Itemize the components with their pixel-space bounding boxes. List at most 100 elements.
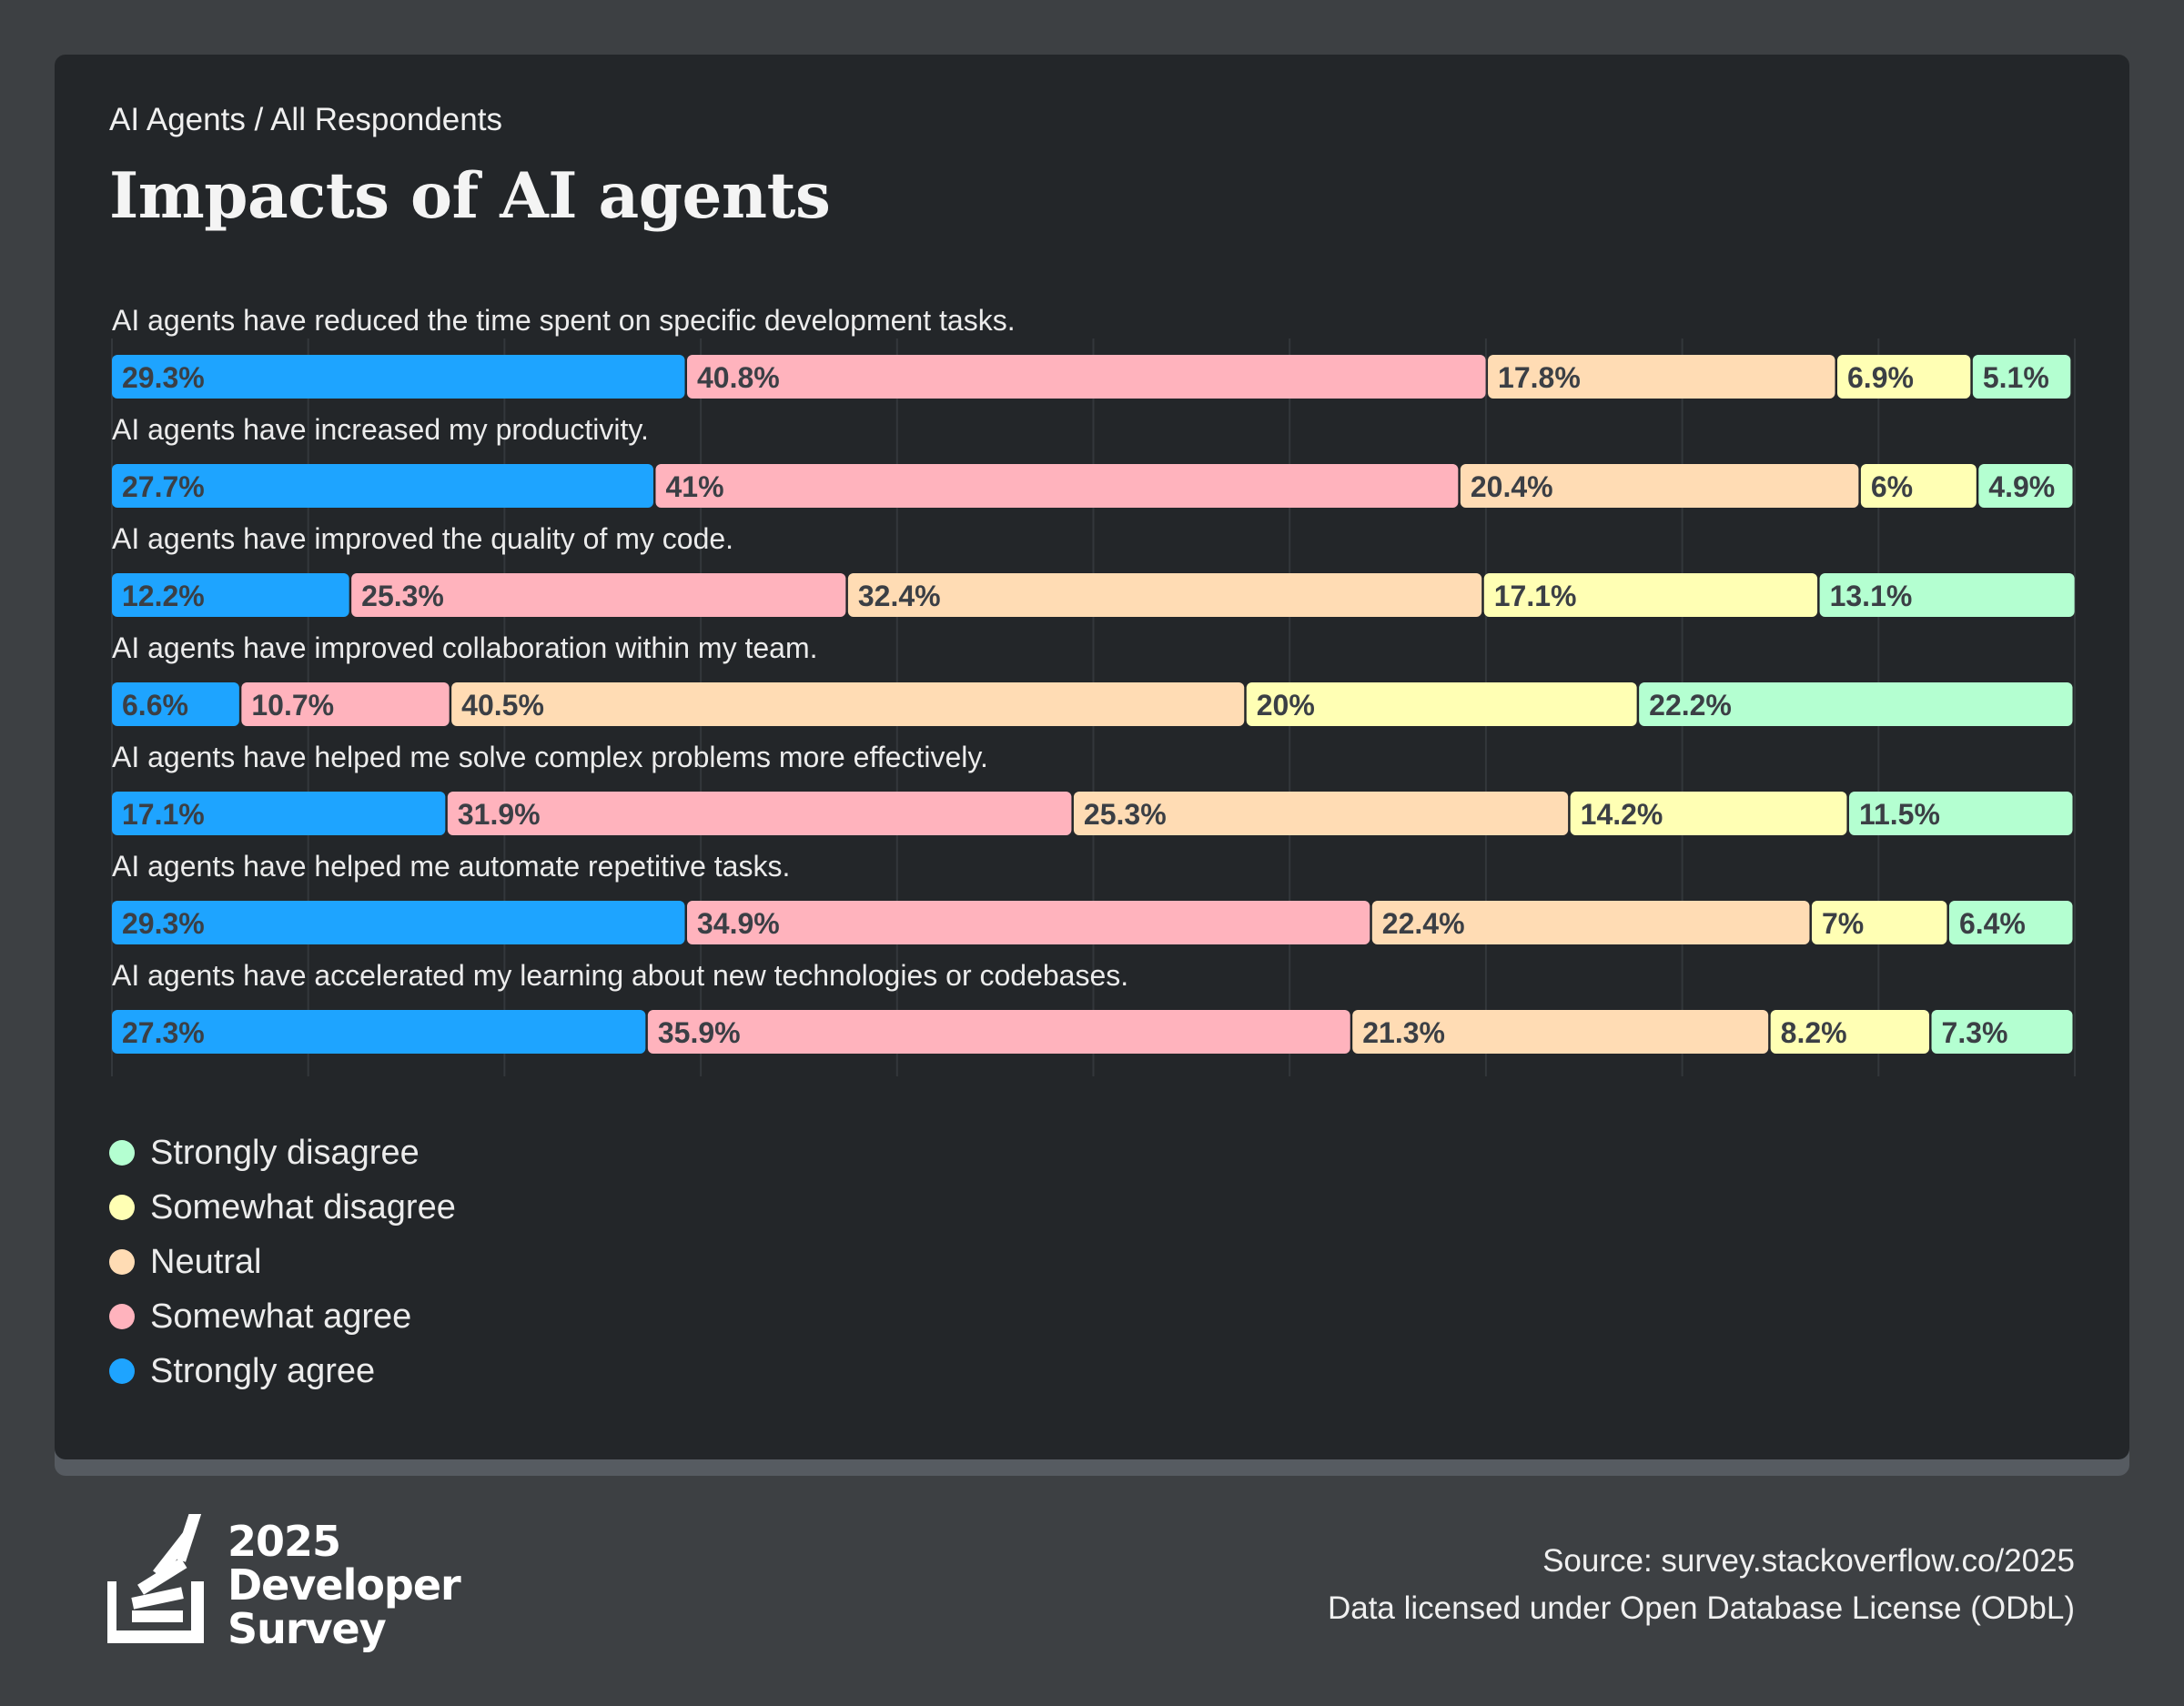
- bar-segment: [687, 901, 1370, 944]
- legend-label: Strongly agree: [150, 1351, 376, 1390]
- legend-label: Strongly disagree: [150, 1133, 420, 1172]
- developer-survey-logo: 2025 Developer Survey: [107, 1514, 461, 1650]
- data-label: 4.9%: [1988, 470, 2055, 503]
- data-label: 21.3%: [1362, 1016, 1445, 1049]
- bar-segment: [687, 355, 1486, 399]
- data-label: 31.9%: [458, 798, 541, 831]
- data-label: 22.4%: [1382, 907, 1465, 940]
- legend-item-somewhat-agree: Somewhat agree: [109, 1289, 456, 1344]
- source-block: Source: survey.stackoverflow.co/2025 Dat…: [1328, 1538, 2075, 1632]
- bar-segment: [1073, 792, 1569, 835]
- data-label: 13.1%: [1830, 580, 1913, 612]
- legend-item-somewhat-disagree: Somewhat disagree: [109, 1180, 456, 1235]
- legend-swatch: [109, 1249, 135, 1275]
- bar-segment: [112, 682, 239, 726]
- data-label: 32.4%: [858, 580, 941, 612]
- data-label: 17.1%: [1494, 580, 1577, 612]
- bar-segment: [1770, 1010, 1930, 1054]
- data-label: 20%: [1257, 689, 1315, 722]
- data-label: 27.3%: [122, 1016, 205, 1049]
- legend-swatch: [109, 1358, 135, 1384]
- row-label: AI agents have accelerated my learning a…: [112, 959, 1128, 992]
- bar-segment: [847, 573, 1482, 617]
- data-label: 5.1%: [1983, 361, 2049, 394]
- data-label: 25.3%: [1084, 798, 1167, 831]
- bar-segment: [1639, 682, 2073, 726]
- data-label: 34.9%: [697, 907, 780, 940]
- bar-segment: [112, 792, 446, 835]
- bar-segment: [451, 682, 1245, 726]
- bar-segment: [447, 792, 1072, 835]
- bar-segment: [1978, 464, 2073, 508]
- bar-segment: [1848, 792, 2073, 835]
- data-label: 12.2%: [122, 580, 205, 612]
- data-label: 22.2%: [1649, 689, 1732, 722]
- data-label: 6.4%: [1959, 907, 2026, 940]
- data-label: 8.2%: [1781, 1016, 1847, 1049]
- data-label: 6.6%: [122, 689, 188, 722]
- chart-card: [55, 55, 2129, 1459]
- data-label: 7.3%: [1942, 1016, 2008, 1049]
- bar-segment: [655, 464, 1459, 508]
- legend-item-strongly-agree: Strongly agree: [109, 1344, 456, 1398]
- bar-segment: [112, 573, 349, 617]
- row-label: AI agents have improved collaboration wi…: [112, 631, 818, 664]
- legend-swatch: [109, 1140, 135, 1166]
- bar-segment: [1972, 355, 2071, 399]
- bar-segment: [351, 573, 846, 617]
- bar-segment: [1819, 573, 2075, 617]
- logo-line-year: 2025: [228, 1517, 341, 1566]
- data-label: 29.3%: [122, 361, 205, 394]
- bar-segment: [647, 1010, 1350, 1054]
- logo-line-survey: Survey: [228, 1604, 387, 1653]
- row-label: AI agents have improved the quality of m…: [112, 522, 733, 555]
- data-label: 14.2%: [1581, 798, 1663, 831]
- data-label: 11.5%: [1859, 798, 1940, 831]
- legend-item-neutral: Neutral: [109, 1235, 456, 1289]
- row-label: AI agents have helped me solve complex p…: [112, 741, 988, 773]
- data-label: 6%: [1871, 470, 1913, 503]
- data-label: 17.1%: [122, 798, 205, 831]
- data-label: 20.4%: [1471, 470, 1553, 503]
- legend-swatch: [109, 1304, 135, 1329]
- row-label: AI agents have increased my productivity…: [112, 413, 649, 446]
- source-text: Source: survey.stackoverflow.co/2025: [1542, 1543, 2075, 1579]
- bar-segment: [112, 464, 653, 508]
- legend-label: Somewhat disagree: [150, 1187, 456, 1227]
- data-label: 27.7%: [122, 470, 205, 503]
- data-label: 10.7%: [251, 689, 334, 722]
- data-label: 41%: [665, 470, 723, 503]
- data-label: 40.5%: [461, 689, 544, 722]
- logo-line-developer: Developer: [228, 1560, 461, 1610]
- legend: Strongly disagree Somewhat disagree Neut…: [109, 1126, 456, 1398]
- data-label: 6.9%: [1847, 361, 1914, 394]
- legend-swatch: [109, 1195, 135, 1220]
- bar-segment: [1811, 901, 1947, 944]
- bar-segment: [241, 682, 450, 726]
- breadcrumb: AI Agents / All Respondents: [109, 102, 502, 137]
- bar-segment: [1483, 573, 1818, 617]
- data-label: 7%: [1822, 907, 1864, 940]
- bar-segment: [1371, 901, 1810, 944]
- data-label: 25.3%: [361, 580, 444, 612]
- legend-item-strongly-disagree: Strongly disagree: [109, 1126, 456, 1180]
- data-label: 35.9%: [658, 1016, 741, 1049]
- data-label: 29.3%: [122, 907, 205, 940]
- bar-segment: [112, 901, 685, 944]
- chart-title: Impacts of AI agents: [109, 159, 831, 233]
- legend-label: Somewhat agree: [150, 1297, 412, 1336]
- data-label: 17.8%: [1498, 361, 1581, 394]
- row-label: AI agents have helped me automate repeti…: [112, 850, 790, 883]
- bar-segment: [1570, 792, 1847, 835]
- bar-segment: [1860, 464, 1977, 508]
- bar-segment: [1488, 355, 1835, 399]
- bar-segment: [1352, 1010, 1769, 1054]
- bar-segment: [1460, 464, 1859, 508]
- bar-segment: [112, 1010, 646, 1054]
- bar-segment: [112, 355, 685, 399]
- bar-segment: [1931, 1010, 2073, 1054]
- stack-overflow-logo-icon: [107, 1514, 204, 1643]
- bar-segment: [1948, 901, 2073, 944]
- license-text: Data licensed under Open Database Licens…: [1327, 1590, 2075, 1626]
